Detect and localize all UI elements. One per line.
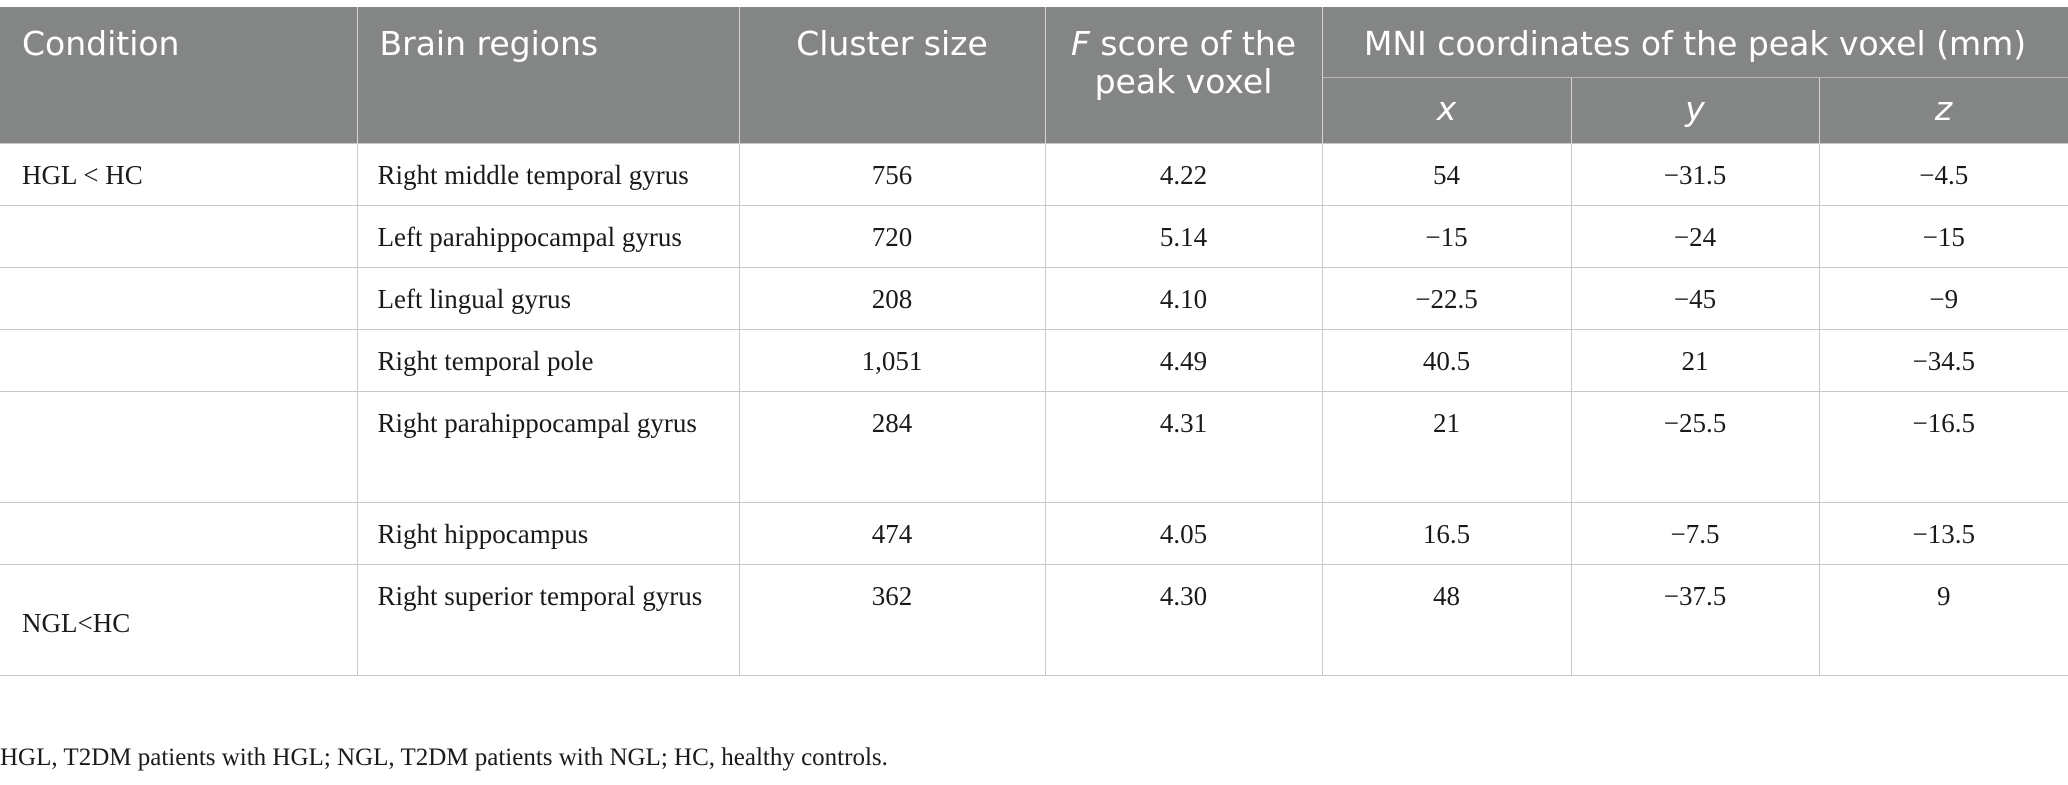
- header-y: y: [1570, 77, 1820, 143]
- header-cluster-size: Cluster size: [738, 7, 1046, 143]
- cell-cluster-size: 474: [738, 501, 1046, 565]
- cell-f-score: 4.31: [1044, 390, 1323, 503]
- cell-region: Left lingual gyrus: [356, 266, 740, 330]
- cell-x: 40.5: [1321, 328, 1572, 392]
- cell-region: Left parahippocampal gyrus: [356, 204, 740, 268]
- table-body: HGL < HC Right middle temporal gyrus 756…: [0, 142, 2068, 676]
- cell-region: Right temporal pole: [356, 328, 740, 392]
- cell-region: Right hippocampus: [356, 501, 740, 565]
- cell-x: −15: [1321, 204, 1572, 268]
- cell-x: 21: [1321, 390, 1572, 503]
- cell-f-score: 4.10: [1044, 266, 1323, 330]
- header-condition: Condition: [0, 7, 358, 143]
- table-footnote: HGL, T2DM patients with HGL; NGL, T2DM p…: [0, 744, 888, 771]
- cell-f-score: 4.05: [1044, 501, 1323, 565]
- header-mni-coordinates: MNI coordinates of the peak voxel (mm): [1321, 7, 2068, 78]
- table-header: Condition Brain regions Cluster size F s…: [0, 7, 2068, 143]
- cell-x: 48: [1321, 563, 1572, 676]
- cell-region: Right parahippocampal gyrus: [356, 390, 740, 503]
- cell-cluster-size: 720: [738, 204, 1046, 268]
- cell-condition: [0, 501, 358, 565]
- cell-f-score: 4.30: [1044, 563, 1323, 676]
- cell-y: −45: [1570, 266, 1820, 330]
- cell-condition: [0, 204, 358, 268]
- cell-z: −15: [1818, 204, 2068, 268]
- cell-region: Right superior temporal gyrus: [356, 563, 740, 676]
- header-z: z: [1818, 77, 2068, 143]
- cell-condition: NGL<HC: [0, 563, 358, 676]
- cell-cluster-size: 756: [738, 142, 1046, 206]
- table-row: Right parahippocampal gyrus 284 4.31 21 …: [0, 390, 2068, 503]
- table-row: Left lingual gyrus 208 4.10 −22.5 −45 −9: [0, 266, 2068, 330]
- cell-cluster-size: 1,051: [738, 328, 1046, 392]
- cell-z: −34.5: [1818, 328, 2068, 392]
- header-x: x: [1321, 77, 1572, 143]
- cell-z: −9: [1818, 266, 2068, 330]
- table-row: HGL < HC Right middle temporal gyrus 756…: [0, 142, 2068, 206]
- header-f-score-text: score of the peak voxel: [1089, 24, 1297, 101]
- table-row: Right temporal pole 1,051 4.49 40.5 21 −…: [0, 328, 2068, 392]
- cell-f-score: 4.22: [1044, 142, 1323, 206]
- cell-y: −7.5: [1570, 501, 1820, 565]
- header-f-letter: F: [1070, 24, 1090, 63]
- cell-y: 21: [1570, 328, 1820, 392]
- header-f-score: F score of the peak voxel: [1044, 7, 1323, 143]
- header-brain-regions: Brain regions: [356, 7, 740, 143]
- results-table: Condition Brain regions Cluster size F s…: [0, 7, 2068, 676]
- table-row: Left parahippocampal gyrus 720 5.14 −15 …: [0, 204, 2068, 268]
- cell-condition: HGL < HC: [0, 142, 358, 206]
- cell-condition: [0, 328, 358, 392]
- table-row: Right hippocampus 474 4.05 16.5 −7.5 −13…: [0, 501, 2068, 565]
- cell-cluster-size: 284: [738, 390, 1046, 503]
- cell-x: −22.5: [1321, 266, 1572, 330]
- cell-z: −4.5: [1818, 142, 2068, 206]
- cell-condition: [0, 266, 358, 330]
- cell-region: Right middle temporal gyrus: [356, 142, 740, 206]
- cell-cluster-size: 208: [738, 266, 1046, 330]
- cell-z: −16.5: [1818, 390, 2068, 503]
- cell-z: −13.5: [1818, 501, 2068, 565]
- table-row: NGL<HC Right superior temporal gyrus 362…: [0, 563, 2068, 676]
- cell-x: 16.5: [1321, 501, 1572, 565]
- cell-f-score: 4.49: [1044, 328, 1323, 392]
- cell-z: 9: [1818, 563, 2068, 676]
- cell-y: −37.5: [1570, 563, 1820, 676]
- cell-x: 54: [1321, 142, 1572, 206]
- cell-y: −31.5: [1570, 142, 1820, 206]
- cell-condition: [0, 390, 358, 503]
- cell-cluster-size: 362: [738, 563, 1046, 676]
- cell-f-score: 5.14: [1044, 204, 1323, 268]
- cell-y: −25.5: [1570, 390, 1820, 503]
- cell-y: −24: [1570, 204, 1820, 268]
